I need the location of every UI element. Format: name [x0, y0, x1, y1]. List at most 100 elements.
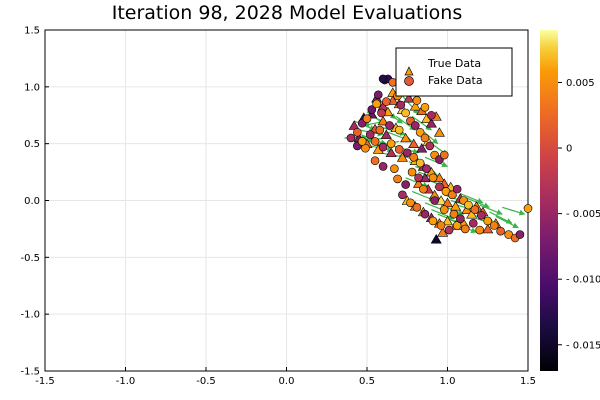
fake-data-point	[373, 90, 383, 100]
true-data-point	[380, 129, 392, 139]
fake-data-point	[422, 164, 431, 173]
fake-data-point	[406, 198, 415, 208]
colorbar: 0.005 0 - 0.005 - 0.010 - 0.015	[540, 30, 600, 371]
fake-data-point	[523, 204, 533, 213]
colorbar-tick-label: - 0.010	[566, 275, 600, 286]
true-data-point	[396, 152, 408, 162]
fake-data-point	[386, 139, 396, 148]
fake-data-point	[370, 137, 380, 146]
gradient-arrow	[489, 211, 513, 224]
fake-data-point	[425, 141, 435, 151]
fake-data-point	[475, 225, 485, 235]
fake-data-point	[427, 110, 436, 120]
true-data-point	[425, 118, 437, 128]
legend-label-fake-data: Fake Data	[428, 74, 483, 87]
gradient-arrow	[479, 204, 503, 215]
colorbar-tick-label: 0	[566, 144, 572, 155]
fake-data-point	[375, 125, 385, 135]
fake-data-point	[428, 173, 438, 183]
fake-data-point	[378, 142, 388, 152]
fake-data-point	[477, 210, 486, 220]
fake-data-point	[401, 180, 410, 189]
fake-data-point	[436, 221, 446, 230]
fake-data-point	[419, 184, 428, 194]
true-data-point	[466, 209, 478, 219]
fake-data-point	[420, 209, 430, 219]
fake-data-point	[385, 121, 394, 130]
x-tick-label: -1.5	[35, 376, 55, 387]
y-axis: -1.5 -1.0 -0.5 0.0 0.5 1.0 1.5	[20, 26, 49, 378]
gradient-arrow	[495, 215, 519, 229]
fake-data-point	[464, 200, 473, 210]
fake-data-point	[409, 153, 418, 162]
fake-data-point	[515, 230, 525, 239]
x-axis: -1.5 -1.0 -0.5 0.0 0.5 1.0 1.5	[35, 367, 536, 387]
true-data-point	[416, 143, 428, 153]
legend-marker-fake-data	[404, 76, 414, 86]
x-tick-label: 1.0	[440, 376, 456, 387]
x-tick-label: -1.0	[116, 376, 136, 387]
fake-data-point	[489, 221, 499, 230]
fake-data-point	[394, 125, 404, 135]
gradient-arrow	[431, 209, 455, 220]
fake-data-point	[414, 173, 423, 183]
gradient-arrow	[502, 206, 526, 216]
colorbar-tick-label: 0.005	[566, 78, 595, 89]
fake-data-point	[398, 190, 407, 200]
fake-data-point	[390, 164, 399, 173]
fake-data-point	[439, 150, 449, 160]
colorbar-ticks: 0.005 0 - 0.005 - 0.010 - 0.015	[558, 78, 600, 351]
true-data-point	[461, 204, 473, 214]
fake-data-point	[428, 216, 438, 226]
fake-data-point	[402, 148, 412, 158]
y-tick-label: -1.0	[20, 310, 40, 321]
y-tick-label: 1.0	[24, 82, 40, 93]
fake-data-point	[420, 133, 430, 143]
chart-title: Iteration 98, 2028 Model Evaluations	[112, 2, 463, 24]
fake-data-point	[367, 105, 377, 114]
fake-data-point	[410, 121, 420, 130]
fake-data-point	[430, 196, 439, 205]
fake-data-point	[449, 209, 459, 219]
gradient-arrow	[401, 95, 419, 115]
fake-data-point	[415, 128, 425, 137]
fake-data-point	[372, 99, 381, 109]
fake-data-point	[483, 216, 493, 226]
fake-data-point	[365, 130, 375, 139]
fake-data-point	[468, 218, 478, 228]
fake-data-point	[452, 184, 462, 194]
y-tick-label: -1.5	[20, 367, 40, 378]
fake-data-point	[370, 156, 380, 166]
true-data-point	[412, 178, 425, 188]
true-data-point	[403, 93, 415, 103]
y-tick-label: 1.5	[24, 26, 40, 37]
fake-data-point	[456, 214, 465, 223]
x-tick-label: -0.5	[196, 376, 216, 387]
x-tick-label: 1.5	[520, 376, 536, 387]
true-data-point	[408, 138, 420, 148]
gradient-arrow	[411, 115, 432, 131]
fake-data-point	[346, 133, 356, 143]
legend: True Data Fake Data	[395, 47, 513, 97]
fake-data-point	[357, 137, 367, 146]
fake-data-point	[444, 225, 454, 235]
colorbar-tick-label: - 0.015	[566, 340, 600, 351]
true-data-point	[409, 101, 421, 111]
true-data-point	[441, 215, 454, 226]
fake-data-point	[378, 74, 388, 84]
true-data-point	[482, 223, 494, 234]
fake-data-point	[412, 96, 422, 105]
fake-data-point	[362, 114, 372, 123]
fake-data-point	[435, 182, 444, 192]
fake-data-point	[420, 102, 430, 112]
fake-data-point	[396, 100, 406, 110]
fake-data-point	[407, 167, 417, 177]
fake-data-point	[353, 128, 362, 137]
fake-data-point	[401, 108, 410, 118]
fake-data-point	[448, 190, 457, 200]
legend-label-true-data: True Data	[427, 57, 481, 70]
fake-data-point	[415, 158, 425, 168]
fake-data-point	[460, 224, 470, 234]
fake-data-point	[412, 203, 422, 212]
